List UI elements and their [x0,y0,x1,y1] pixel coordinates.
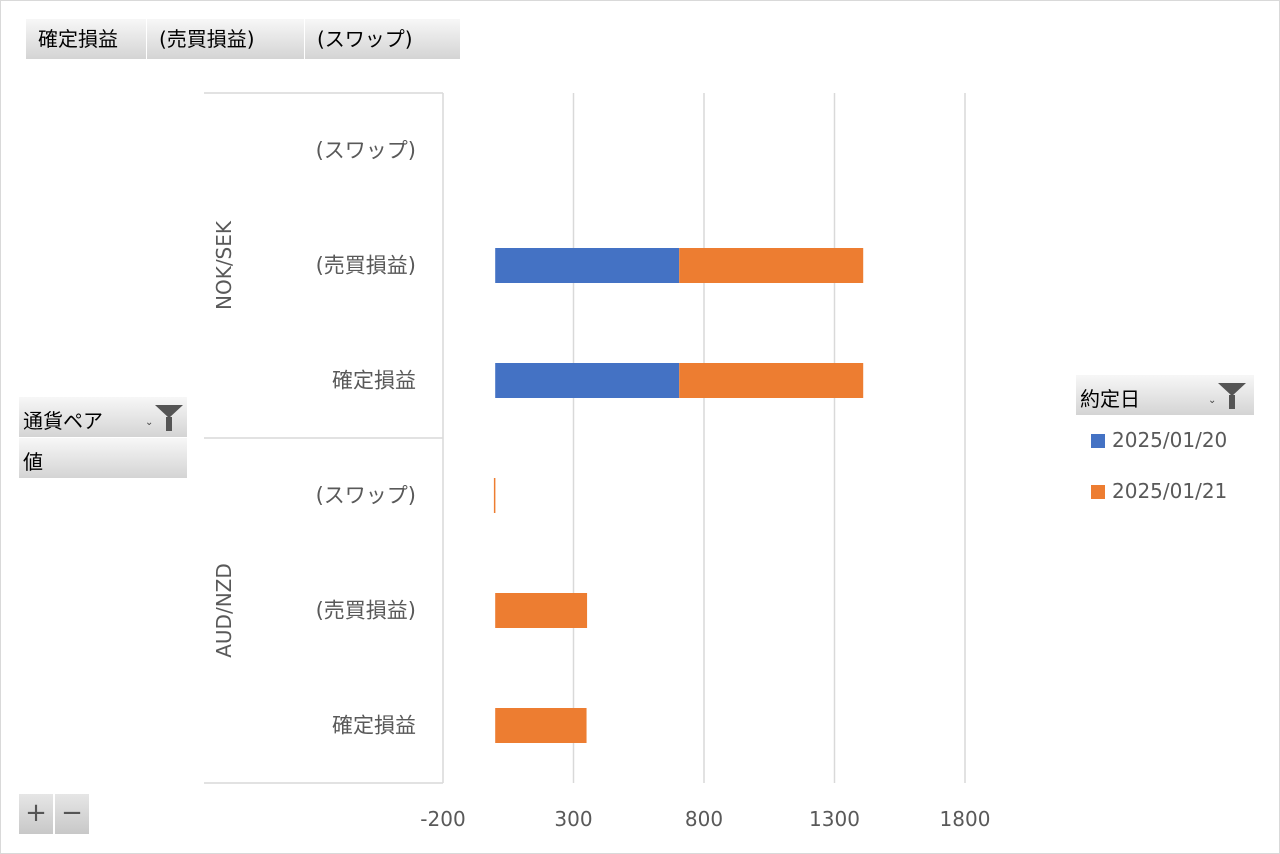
legend-label: 2025/01/20 [1112,428,1228,452]
x-tick-label: 1800 [940,807,991,831]
field-button-realized-pnl[interactable]: 確定損益 [26,19,147,59]
x-tick-label: 1300 [809,807,860,831]
group-label: AUD/NZD [212,563,236,658]
filter-funnel-icon [1218,383,1246,409]
values-label: 値 [23,450,43,474]
x-tick-label: 300 [554,807,592,831]
category-label: (スワップ) [316,139,416,163]
legend-field-label: 約定日 [1080,387,1140,411]
bar-segment [495,363,680,398]
x-tick-label: 800 [685,807,723,831]
x-tick-label: -200 [420,807,465,831]
filter-funnel-icon [155,405,183,431]
category-label: 確定損益 [332,369,416,393]
row-field-label: 通貨ペア [23,409,103,433]
bar-segment [495,708,587,743]
category-label: 確定損益 [332,714,416,738]
bar-segment [495,593,588,628]
bar-segment [679,248,864,283]
legend-swatch-2025-01-20 [1091,434,1105,448]
row-field-filter-button[interactable]: 通貨ペア ⌄ [19,397,187,437]
group-label: NOK/SEK [212,220,236,310]
bar-segment [495,248,680,283]
field-button-trade-pnl[interactable]: (売買損益) [147,19,305,59]
values-label-button[interactable]: 値 [19,438,187,478]
category-label: (スワップ) [316,484,416,508]
category-label: (売買損益) [316,599,416,623]
legend-field-filter-button[interactable]: 約定日 ⌄ [1076,375,1254,415]
collapse-field-button[interactable]: − [55,794,89,834]
dropdown-arrow-icon: ⌄ [145,417,154,428]
field-button-swap[interactable]: (スワップ) [305,19,461,59]
dropdown-arrow-icon: ⌄ [1208,395,1217,406]
bar-segment [679,363,864,398]
expand-field-button[interactable]: + [19,794,53,834]
bar-segment [493,478,496,513]
category-label: (売買損益) [316,254,416,278]
legend-swatch-2025-01-21 [1091,485,1105,499]
legend-label: 2025/01/21 [1112,479,1228,503]
